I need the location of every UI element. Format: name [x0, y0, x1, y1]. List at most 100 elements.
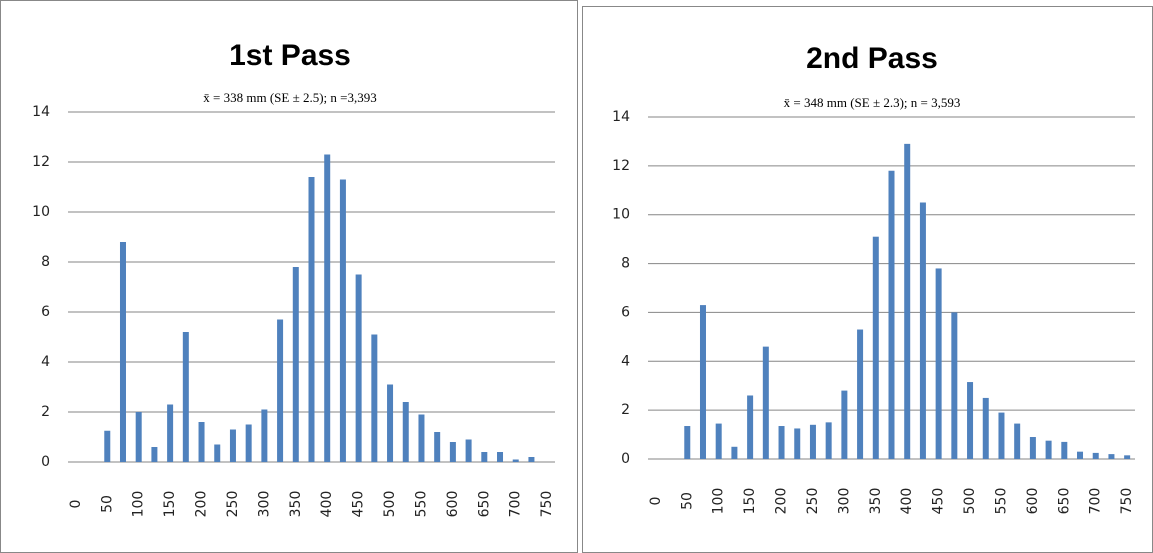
bar	[982, 397, 989, 459]
x-tick-label: 650	[1056, 488, 1072, 515]
bar	[699, 305, 706, 459]
bar	[418, 414, 425, 462]
x-tick-label: 450	[351, 491, 367, 518]
bar	[339, 179, 346, 462]
x-tick-label: 200	[774, 488, 790, 515]
y-tick-label: 2	[41, 404, 50, 420]
y-tick-label: 0	[41, 454, 50, 470]
bar	[434, 432, 441, 462]
x-tick-label: 0	[648, 497, 664, 506]
x-tick-label: 300	[836, 488, 852, 515]
bar	[935, 268, 942, 459]
x-tick-label: 650	[476, 491, 492, 518]
bar	[1014, 423, 1021, 459]
x-tick-label: 700	[508, 491, 524, 518]
bar	[497, 452, 504, 462]
y-tick-label: 8	[41, 254, 50, 270]
chart-subtitle: x̄ = 348 mm (SE ± 2.3); n = 3,593	[784, 95, 961, 110]
bar	[104, 430, 111, 462]
bar	[371, 334, 378, 462]
bar	[182, 332, 189, 462]
y-tick-label: 0	[621, 451, 630, 467]
bar	[1029, 437, 1036, 459]
bar	[292, 267, 299, 462]
x-tick-label: 500	[382, 491, 398, 518]
x-tick-label: 0	[68, 500, 84, 509]
bar	[449, 442, 456, 462]
x-tick-label: 200	[194, 491, 210, 518]
y-tick-label: 10	[612, 207, 630, 223]
bar	[715, 423, 722, 459]
bar	[481, 452, 488, 462]
bar	[1045, 440, 1052, 459]
bar	[747, 395, 754, 459]
x-tick-label: 400	[319, 491, 335, 518]
x-tick-label: 600	[1025, 488, 1041, 515]
x-tick-label: 350	[288, 491, 304, 518]
y-tick-label: 2	[621, 402, 630, 418]
x-tick-label: 300	[256, 491, 272, 518]
bar	[402, 402, 409, 462]
y-tick-label: 14	[612, 109, 630, 125]
bar	[465, 439, 472, 462]
chart-title: 2nd Pass	[806, 42, 938, 75]
y-tick-label: 6	[621, 304, 630, 320]
bar	[261, 409, 268, 462]
panel-border	[0, 0, 578, 553]
bar	[324, 154, 331, 462]
bar	[825, 422, 832, 459]
bar	[998, 412, 1005, 459]
bar	[794, 428, 801, 459]
chart-title: 1st Pass	[229, 39, 351, 72]
bar	[762, 346, 769, 459]
y-tick-label: 12	[32, 154, 50, 170]
bar	[245, 424, 252, 462]
bar	[1077, 451, 1084, 459]
bar	[528, 457, 535, 462]
x-tick-label: 450	[931, 488, 947, 515]
x-tick-label: 50	[99, 495, 115, 513]
bar	[872, 236, 879, 459]
bar	[1092, 452, 1099, 459]
bar	[951, 312, 958, 459]
x-tick-label: 600	[445, 491, 461, 518]
bar	[387, 384, 394, 462]
panel-border	[582, 6, 1153, 553]
x-tick-label: 700	[1088, 488, 1104, 515]
x-tick-label: 550	[993, 488, 1009, 515]
bar	[841, 390, 848, 459]
y-tick-label: 10	[32, 204, 50, 220]
x-tick-label: 400	[899, 488, 915, 515]
x-tick-label: 50	[679, 492, 695, 510]
bar	[731, 446, 738, 459]
bar	[778, 426, 785, 459]
x-tick-label: 100	[711, 488, 727, 515]
bar	[1061, 441, 1068, 459]
y-tick-label: 4	[41, 354, 50, 370]
bar	[684, 426, 691, 459]
y-tick-label: 8	[621, 256, 630, 272]
bar	[198, 422, 205, 462]
y-tick-label: 4	[621, 353, 630, 369]
x-tick-label: 150	[742, 488, 758, 515]
bar	[151, 447, 158, 462]
bar	[277, 319, 284, 462]
x-tick-label: 500	[962, 488, 978, 515]
bar	[1124, 455, 1131, 459]
x-tick-label: 100	[131, 491, 147, 518]
y-tick-label: 6	[41, 304, 50, 320]
y-tick-label: 14	[32, 104, 50, 120]
x-tick-label: 250	[225, 491, 241, 518]
x-tick-label: 150	[162, 491, 178, 518]
bar	[809, 424, 816, 459]
y-tick-label: 12	[612, 158, 630, 174]
bar	[167, 404, 174, 462]
x-tick-label: 250	[805, 488, 821, 515]
bar	[888, 170, 895, 459]
bar	[857, 329, 864, 459]
x-tick-label: 350	[868, 488, 884, 515]
bar	[967, 382, 974, 459]
chart-subtitle: x̄ = 338 mm (SE ± 2.5); n =3,393	[203, 90, 376, 105]
bar	[135, 412, 142, 462]
